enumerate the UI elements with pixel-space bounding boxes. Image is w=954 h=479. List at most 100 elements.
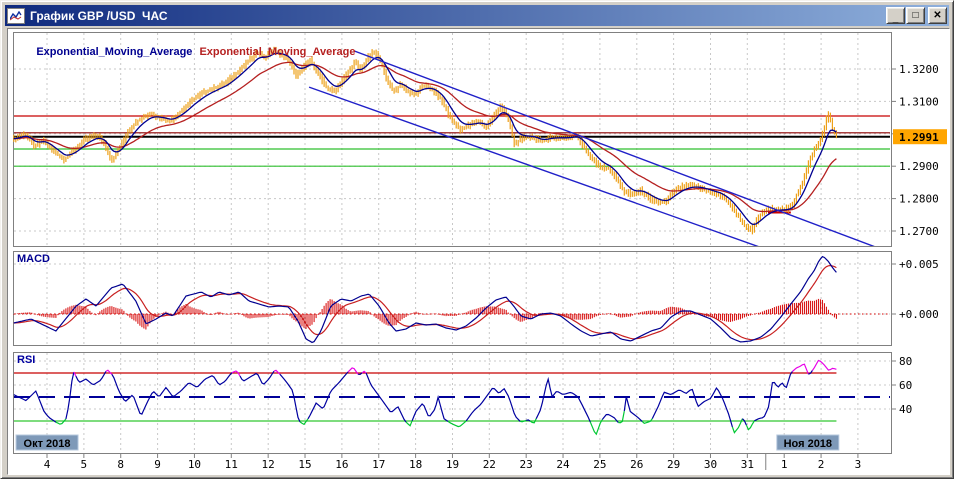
rsi-line <box>651 387 733 428</box>
date-label: 17 <box>372 458 385 471</box>
rsi-line <box>307 371 349 420</box>
macd-panel-content <box>13 255 890 344</box>
price-axis-label: 60 <box>899 379 912 392</box>
rsi-line <box>811 359 837 371</box>
ema-fast-legend-label: Exponential_Moving_Average <box>36 46 193 58</box>
rsi-line <box>405 420 413 427</box>
rsi-line <box>535 376 591 423</box>
month-box-label: Окт 2018 <box>24 438 71 450</box>
date-label: 22 <box>483 458 496 471</box>
date-label: 18 <box>409 458 422 471</box>
rsi-panel-label: RSI <box>17 354 36 366</box>
rsi-line <box>73 371 77 377</box>
rsi-line <box>231 370 241 377</box>
rsi-line <box>745 420 755 431</box>
macd-line <box>13 255 837 344</box>
rsi-line <box>239 370 275 385</box>
date-label: 31 <box>741 458 754 471</box>
rsi-line <box>347 367 359 375</box>
rsi-line <box>601 413 619 423</box>
date-label: 9 <box>154 458 161 471</box>
rsi-line <box>299 418 309 426</box>
month-box <box>15 434 79 451</box>
main-panel-content <box>13 46 890 246</box>
price-axis-label: 1.2800 <box>899 193 939 206</box>
date-label: 24 <box>556 458 570 471</box>
rsi-line <box>365 372 407 423</box>
date-label: 19 <box>446 458 459 471</box>
date-label: 4 <box>44 458 51 471</box>
chart-client-area: 1.3200 1.3100 1.2900 1.2800 1.2700 +0.005 +0.0… <box>7 28 950 475</box>
current-price-tag-text: 1.2991 <box>899 131 939 144</box>
date-label: 10 <box>188 458 201 471</box>
grid-lines <box>14 33 890 452</box>
rsi-line <box>55 418 67 425</box>
price-axis-label: +0.000 <box>899 308 939 321</box>
rsi-line <box>526 419 531 422</box>
rsi-line <box>411 394 449 422</box>
price-axis-label: 1.2900 <box>899 160 939 173</box>
rsi-line <box>358 372 363 376</box>
rsi-line <box>731 418 743 434</box>
maximize-button[interactable]: □ <box>906 7 925 24</box>
date-label: 5 <box>81 458 88 471</box>
rsi-line <box>589 419 603 436</box>
month-box <box>776 434 840 451</box>
rsi-line <box>361 370 367 374</box>
trendline <box>353 50 875 246</box>
rsi-line <box>273 369 281 375</box>
date-label: 12 <box>262 458 275 471</box>
date-label: 1 <box>781 458 788 471</box>
title-bar[interactable]: График GBP /USD ЧАС _ □ ✕ <box>5 5 949 26</box>
rsi-line <box>754 371 793 422</box>
month-box-label: Ноя 2018 <box>784 438 832 450</box>
chart-icon[interactable] <box>7 7 25 24</box>
date-label: 16 <box>335 458 348 471</box>
date-label: 11 <box>225 458 238 471</box>
rsi-line <box>808 370 813 375</box>
rsi-line <box>623 396 643 423</box>
close-button[interactable]: ✕ <box>928 7 947 24</box>
current-price-tag <box>893 129 947 145</box>
minimize-button[interactable]: _ <box>886 7 905 24</box>
rsi-line <box>65 371 75 420</box>
date-label: 2 <box>818 458 825 471</box>
rsi-line <box>529 418 537 424</box>
rsi-line <box>741 418 747 426</box>
trendline <box>308 86 759 246</box>
candle-series <box>13 46 837 235</box>
date-label: 26 <box>630 458 643 471</box>
rsi-line <box>641 418 653 424</box>
price-axis-label: 1.3200 <box>899 63 939 76</box>
chart-icon-glyph <box>10 10 22 20</box>
ema-slow-legend-label: Exponential_Moving_Average <box>199 46 356 58</box>
ema-slow-line <box>13 61 837 213</box>
window-title: График GBP /USD ЧАС <box>30 8 168 23</box>
rsi-panel-content <box>13 359 890 436</box>
date-label: 29 <box>667 458 680 471</box>
rsi-line <box>791 363 809 375</box>
rsi-line <box>105 369 113 375</box>
rsi-line <box>618 410 625 424</box>
chart-canvas[interactable]: 1.3200 1.3100 1.2900 1.2800 1.2700 +0.005 +0.0… <box>8 29 949 474</box>
price-axis-label: +0.005 <box>899 258 939 271</box>
date-label: 15 <box>298 458 311 471</box>
price-axis-label: 1.2700 <box>899 225 939 238</box>
price-axis-label: 40 <box>899 403 912 416</box>
date-label: 23 <box>520 458 533 471</box>
rsi-line <box>520 419 527 423</box>
rsi-line <box>111 372 233 415</box>
rsi-line <box>75 371 107 386</box>
date-label: 3 <box>855 458 862 471</box>
rsi-line <box>447 420 467 428</box>
macd-panel-label: MACD <box>17 253 50 265</box>
date-label: 30 <box>704 458 717 471</box>
date-label: 8 <box>117 458 124 471</box>
price-axis-label: 80 <box>899 355 912 368</box>
rsi-line <box>279 373 301 423</box>
ema-fast-line <box>13 52 837 226</box>
rsi-line <box>13 390 57 423</box>
ema-legend: Exponential_Moving_Average Exponential_Mo… <box>18 34 363 70</box>
rsi-line <box>465 387 521 422</box>
